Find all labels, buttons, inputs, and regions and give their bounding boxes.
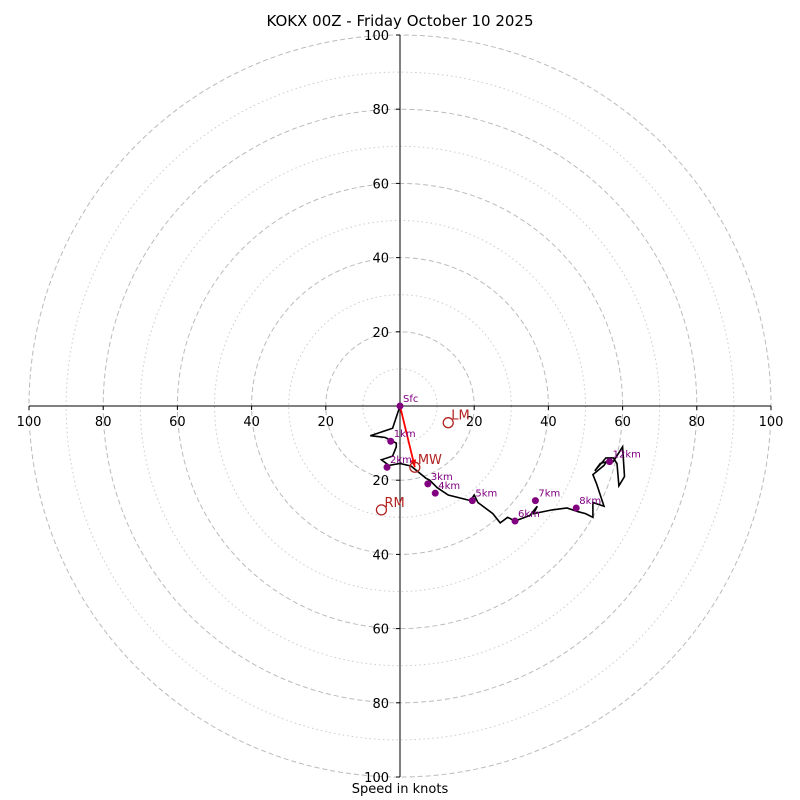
chart-title: KOKX 00Z - Friday October 10 2025 <box>266 12 534 30</box>
height-marker-7km <box>531 497 539 505</box>
tick-label-down-40: 40 <box>372 548 389 563</box>
storm-motion-marker-RM <box>375 504 388 516</box>
tick-label-left-100: 100 <box>17 415 42 430</box>
height-label-4km: 4km <box>438 481 460 492</box>
height-marker-3km <box>424 480 432 488</box>
tick-label-right-40: 40 <box>540 415 557 430</box>
storm-motion-marker-MW <box>409 461 421 473</box>
height-label-6km: 6km <box>518 509 540 520</box>
x-axis-label: Speed in knots <box>351 782 449 797</box>
tick-label-left-20: 20 <box>318 415 335 430</box>
height-marker-1km <box>387 437 395 445</box>
mean-wind-arrowhead <box>410 459 417 468</box>
storm-motion-marker-LM <box>442 417 454 429</box>
tick-label-left-40: 40 <box>243 415 260 430</box>
tick-label-up-100: 100 <box>364 29 389 44</box>
height-marker-2km <box>383 463 391 471</box>
height-marker-8km <box>572 504 580 512</box>
height-label-7km: 7km <box>538 489 560 500</box>
tick-label-right-20: 20 <box>466 415 483 430</box>
tick-label-up-20: 20 <box>372 326 389 341</box>
tick-label-right-100: 100 <box>759 415 784 430</box>
height-label-8km: 8km <box>579 496 601 507</box>
height-label-2km: 2km <box>390 455 412 466</box>
tick-label-left-80: 80 <box>95 415 112 430</box>
mean-wind-vector <box>399 405 416 468</box>
tick-label-up-40: 40 <box>372 252 389 267</box>
storm-motion-label-MW: MW <box>418 453 442 468</box>
tick-label-right-60: 60 <box>614 415 631 430</box>
tick-label-up-60: 60 <box>372 177 389 192</box>
tick-label-right-80: 80 <box>689 415 706 430</box>
height-label-Sfc: Sfc <box>403 394 418 405</box>
height-label-3km: 3km <box>431 472 453 483</box>
tick-label-down-100: 100 <box>364 771 389 786</box>
tick-label-up-80: 80 <box>372 103 389 118</box>
height-marker-5km <box>468 497 476 505</box>
height-marker-Sfc <box>396 402 404 410</box>
height-label-5km: 5km <box>475 489 497 500</box>
height-marker-6km <box>511 517 519 525</box>
hodograph-trace <box>370 405 626 525</box>
tick-label-down-80: 80 <box>372 697 389 712</box>
tick-label-left-60: 60 <box>169 415 186 430</box>
height-label-1km: 1km <box>394 429 416 440</box>
height-marker-12km <box>606 458 614 466</box>
height-marker-4km <box>431 489 439 497</box>
storm-motion-label-RM: RM <box>384 496 404 511</box>
height-label-12km: 12km <box>613 450 641 461</box>
tick-label-down-20: 20 <box>372 474 389 489</box>
tick-label-down-60: 60 <box>372 623 389 638</box>
storm-motion-label-LM: LM <box>451 409 469 424</box>
